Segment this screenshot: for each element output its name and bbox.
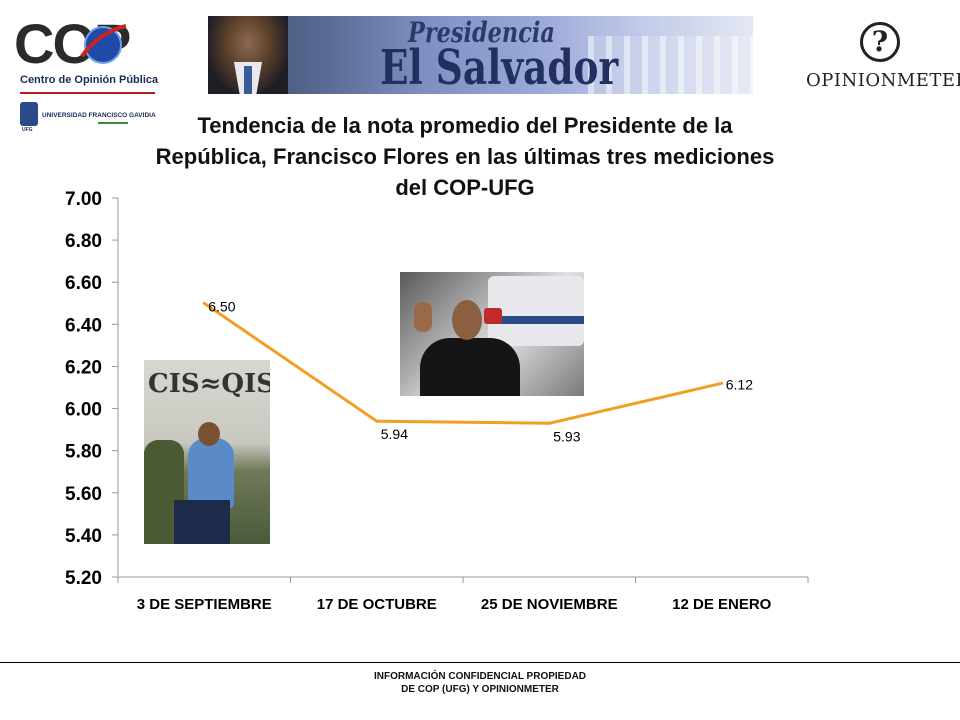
y-tick-label: 6.60 — [65, 273, 102, 294]
y-tick-label: 5.20 — [65, 568, 102, 589]
opinionmeter-logo: ? OPINIONMETER — [800, 20, 960, 100]
cop-divider — [20, 92, 155, 94]
x-category-label: 12 DE ENERO — [672, 596, 772, 613]
y-tick-label: 7.00 — [65, 189, 102, 210]
cop-logo: COP Centro de Opinión Pública UNIVERSIDA… — [14, 14, 184, 134]
opinionmeter-name: OPINIONMETER — [806, 70, 960, 91]
globe-swoosh-icon — [80, 24, 126, 64]
data-label: 6.12 — [726, 376, 753, 392]
president-head — [452, 300, 482, 340]
opinionmeter-name-text: OPINIONMETER — [806, 70, 960, 91]
x-category-label: 3 DE SEPTIEMBRE — [137, 596, 272, 613]
podium — [174, 500, 230, 544]
police-vehicle — [488, 276, 584, 346]
banner-tie — [244, 66, 252, 94]
data-label: 6.50 — [208, 298, 235, 314]
chart-title: Tendencia de la nota promedio del Presid… — [155, 113, 775, 200]
footer-line-1: INFORMACIÓN CONFIDENCIAL PROPIEDAD — [373, 671, 587, 682]
y-tick-label: 6.40 — [65, 315, 102, 336]
ufg-seal-icon — [20, 102, 38, 126]
series-line — [203, 302, 723, 425]
data-point — [202, 301, 206, 305]
y-tick-label: 5.80 — [65, 442, 102, 463]
banner-el-salvador-text: El Salvador — [380, 40, 619, 94]
ufg-abbr: UFG — [22, 127, 33, 133]
graffiti-text: CIS≈QIS mara — [148, 369, 270, 399]
x-category-label: 25 DE NOVIEMBRE — [481, 596, 618, 613]
presidencia-banner: Presidencia El Salvador — [208, 16, 753, 94]
y-tick-label: 6.80 — [65, 231, 102, 252]
data-point — [720, 381, 724, 385]
data-point — [375, 419, 379, 423]
raised-hand — [414, 302, 432, 332]
president-suit — [420, 338, 520, 396]
president-head — [198, 422, 220, 446]
vehicle-light — [484, 308, 502, 324]
president-figure — [188, 438, 234, 508]
x-category-label: 17 DE OCTUBRE — [317, 596, 437, 613]
ufg-underline — [98, 122, 128, 124]
data-label: 5.93 — [553, 428, 580, 444]
footer-line-2: DE COP (UFG) Y OPINIONMETER — [401, 684, 559, 695]
vehicle-stripe — [488, 316, 584, 324]
y-axis: 7.00 6.80 6.60 6.40 6.20 6.00 5.80 5.60 5.40 5.20 — [65, 189, 119, 589]
question-mark-icon: ? — [860, 22, 900, 62]
confidential-footer: INFORMACIÓN CONFIDENCIAL PROPIEDAD DE CO… — [300, 670, 660, 696]
banner-presidencia-text: Presidencia — [408, 16, 555, 49]
data-label: 5.94 — [381, 426, 408, 442]
series: 6.50 5.94 5.93 6.12 — [202, 298, 753, 444]
president-speaking-photo — [400, 272, 584, 396]
y-tick-label: 6.00 — [65, 400, 102, 421]
footer-divider — [0, 662, 960, 663]
x-axis: 3 DE SEPTIEMBRE 17 DE OCTUBRE 25 DE NOVIEM… — [117, 576, 809, 613]
banner-building — [588, 36, 753, 94]
y-tick-label: 5.60 — [65, 484, 102, 505]
data-point — [547, 421, 551, 425]
y-tick-label: 6.20 — [65, 357, 102, 378]
cop-subtitle: Centro de Opinión Pública — [20, 74, 159, 86]
ufg-name: UNIVERSIDAD FRANCISCO GAVIDIA — [42, 112, 156, 119]
president-podium-photo: CIS≈QIS mara — [144, 360, 270, 544]
y-tick-label: 5.40 — [65, 526, 102, 547]
